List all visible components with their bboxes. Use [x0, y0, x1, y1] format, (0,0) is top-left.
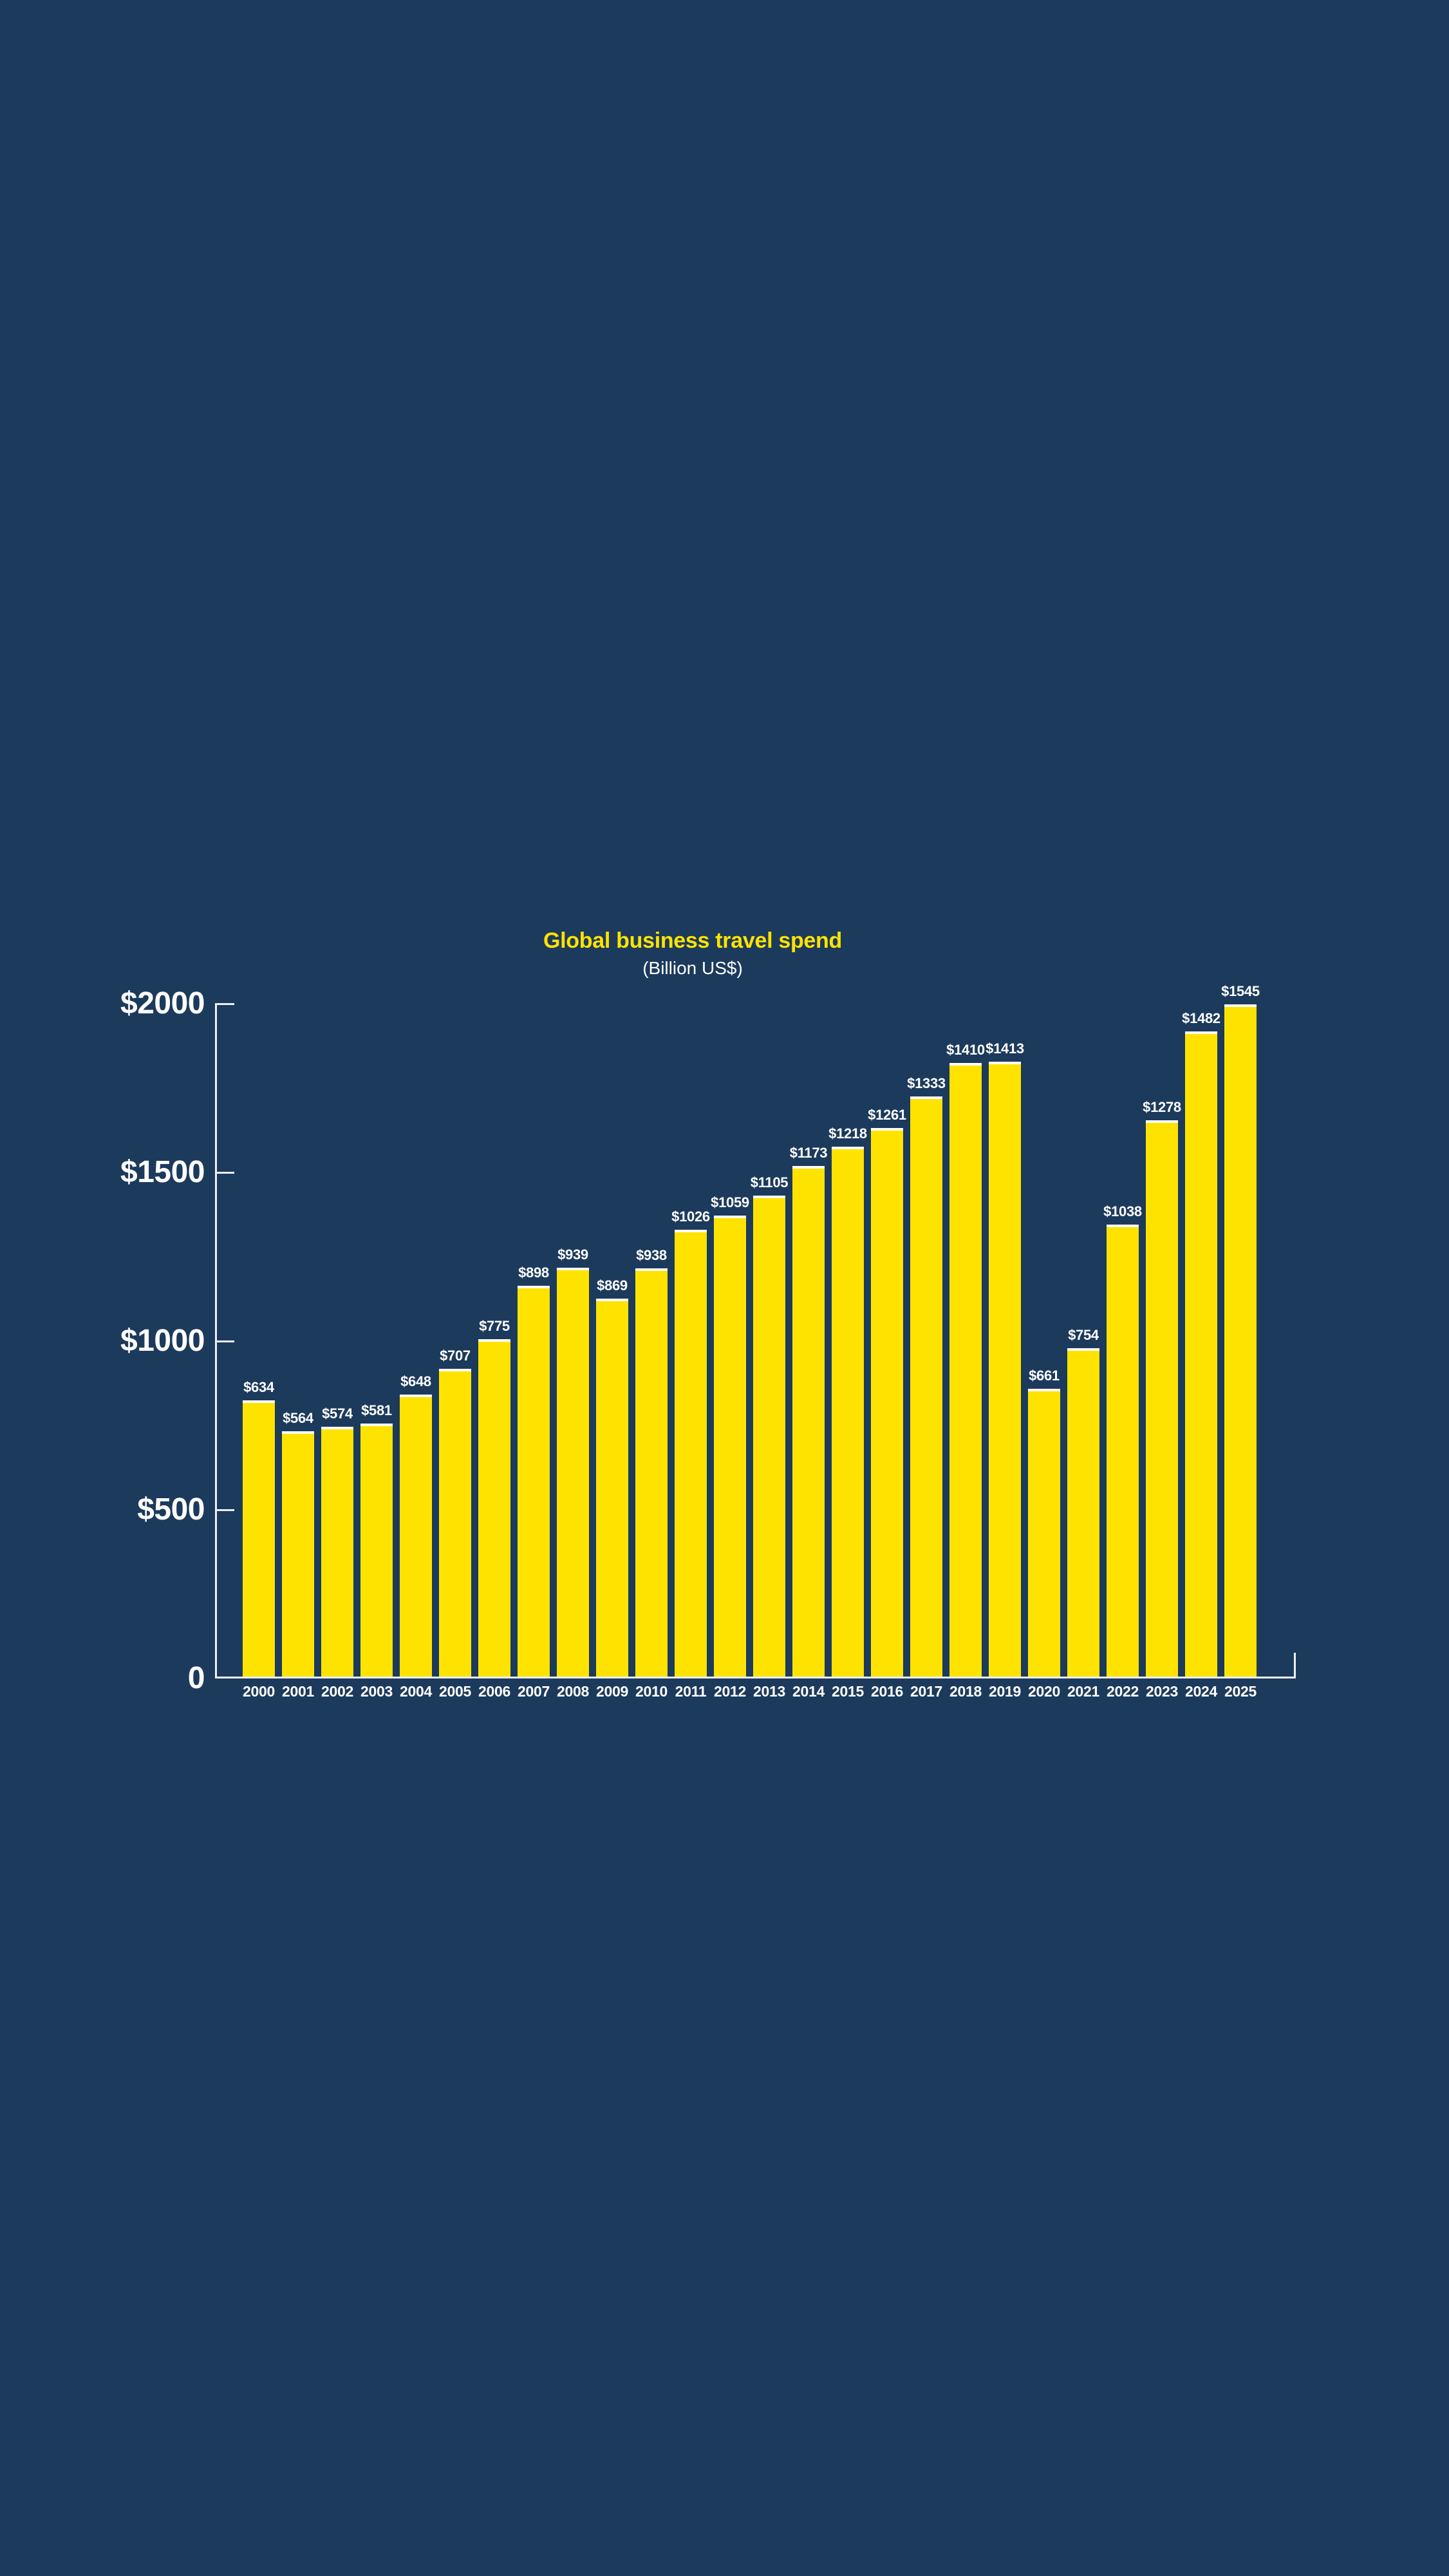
bar-2024 [1185, 1031, 1217, 1677]
bar-2016 [871, 1128, 903, 1677]
x-tick-label-2023: 2023 [1146, 1683, 1178, 1700]
bar-value-label-2008: $939 [557, 1246, 588, 1263]
x-tick-label-2005: 2005 [439, 1683, 471, 1700]
bar-2006 [478, 1339, 510, 1677]
bar-2008 [557, 1268, 589, 1677]
x-tick-label-2012: 2012 [714, 1683, 746, 1700]
bar-2012 [714, 1216, 746, 1677]
x-tick-label-2010: 2010 [635, 1683, 668, 1700]
y-axis-tick [215, 1172, 234, 1174]
bar-value-label-2018: $1410 [946, 1042, 985, 1058]
chart-title: Global business travel spend [543, 928, 842, 953]
bar-2003 [360, 1424, 393, 1677]
bar-value-label-2019: $1413 [986, 1040, 1024, 1057]
bar-2015 [832, 1147, 864, 1677]
bar-value-label-2021: $754 [1068, 1327, 1099, 1343]
bar-2013 [753, 1196, 785, 1677]
bar-value-label-2013: $1105 [750, 1174, 789, 1190]
bar-2022 [1107, 1225, 1139, 1677]
bar-2018 [949, 1063, 982, 1677]
bar-value-label-2017: $1333 [907, 1075, 946, 1091]
x-tick-label-2020: 2020 [1028, 1683, 1060, 1700]
x-tick-label-2018: 2018 [949, 1683, 982, 1700]
x-axis-end-tick [1294, 1653, 1296, 1677]
bar-2021 [1067, 1348, 1099, 1677]
bar-2014 [792, 1166, 825, 1677]
bar-value-label-2000: $634 [243, 1379, 274, 1395]
bar-2023 [1146, 1120, 1178, 1677]
bar-value-label-2015: $1218 [828, 1125, 867, 1142]
bar-value-label-2022: $1038 [1103, 1203, 1142, 1219]
bar-value-label-2004: $648 [400, 1373, 431, 1389]
x-tick-label-2016: 2016 [871, 1683, 903, 1700]
x-tick-label-2000: 2000 [243, 1683, 275, 1700]
x-tick-label-2019: 2019 [989, 1683, 1021, 1700]
y-tick-label-0: 0 [187, 1661, 205, 1695]
bar-value-label-2009: $869 [597, 1277, 628, 1293]
x-tick-label-2025: 2025 [1224, 1683, 1257, 1700]
x-tick-label-2003: 2003 [360, 1683, 393, 1700]
x-tick-label-2014: 2014 [792, 1683, 825, 1700]
bar-value-label-2024: $1482 [1182, 1010, 1220, 1026]
x-tick-label-2002: 2002 [321, 1683, 353, 1700]
x-tick-label-2009: 2009 [596, 1683, 628, 1700]
bar-2005 [439, 1369, 471, 1677]
x-tick-label-2007: 2007 [518, 1683, 550, 1700]
bar-2020 [1028, 1389, 1060, 1677]
bar-value-label-2006: $775 [479, 1318, 510, 1334]
x-tick-label-2022: 2022 [1107, 1683, 1139, 1700]
bar-2007 [518, 1286, 550, 1677]
bar-2002 [321, 1427, 353, 1677]
y-axis-tick [215, 1340, 234, 1342]
bar-2000 [243, 1400, 275, 1677]
x-tick-label-2024: 2024 [1185, 1683, 1217, 1700]
x-tick-label-2017: 2017 [910, 1683, 942, 1700]
x-tick-label-2008: 2008 [557, 1683, 589, 1700]
bar-2009 [596, 1299, 628, 1677]
bar-value-label-2002: $574 [322, 1406, 353, 1422]
x-tick-label-2006: 2006 [478, 1683, 510, 1700]
y-tick-label-2000: $2000 [120, 986, 205, 1020]
bar-2004 [400, 1395, 432, 1677]
x-axis-line [215, 1677, 1296, 1678]
bar-value-label-2020: $661 [1029, 1368, 1060, 1384]
bar-value-label-2007: $898 [518, 1264, 549, 1281]
x-tick-label-2001: 2001 [282, 1683, 314, 1700]
bar-2001 [282, 1431, 314, 1677]
bar-value-label-2023: $1278 [1143, 1099, 1181, 1115]
y-tick-label-500: $500 [137, 1492, 205, 1527]
y-axis-tick [215, 1509, 234, 1511]
bar-value-label-2025: $1545 [1221, 983, 1260, 999]
bar-value-label-2016: $1261 [868, 1107, 906, 1123]
x-tick-label-2011: 2011 [675, 1683, 707, 1700]
bar-value-label-2011: $1026 [671, 1208, 710, 1225]
bar-2017 [910, 1096, 942, 1677]
x-tick-label-2004: 2004 [400, 1683, 432, 1700]
bar-2025 [1224, 1004, 1257, 1677]
bar-2011 [675, 1230, 707, 1677]
bar-2010 [635, 1268, 668, 1677]
y-tick-label-1000: $1000 [120, 1324, 205, 1358]
bar-value-label-2012: $1059 [711, 1194, 749, 1210]
bar-value-label-2005: $707 [440, 1348, 471, 1364]
x-tick-label-2015: 2015 [832, 1683, 864, 1700]
bar-value-label-2014: $1173 [789, 1145, 828, 1161]
bar-value-label-2003: $581 [361, 1402, 392, 1418]
bar-value-label-2010: $938 [636, 1247, 667, 1263]
bar-value-label-2001: $564 [283, 1410, 313, 1426]
bar-2019 [989, 1062, 1021, 1677]
chart-subtitle: (Billion US$) [642, 958, 743, 978]
x-tick-label-2013: 2013 [753, 1683, 785, 1700]
x-tick-label-2021: 2021 [1067, 1683, 1099, 1700]
y-axis-tick [215, 1003, 234, 1005]
y-tick-label-1500: $1500 [120, 1155, 205, 1189]
